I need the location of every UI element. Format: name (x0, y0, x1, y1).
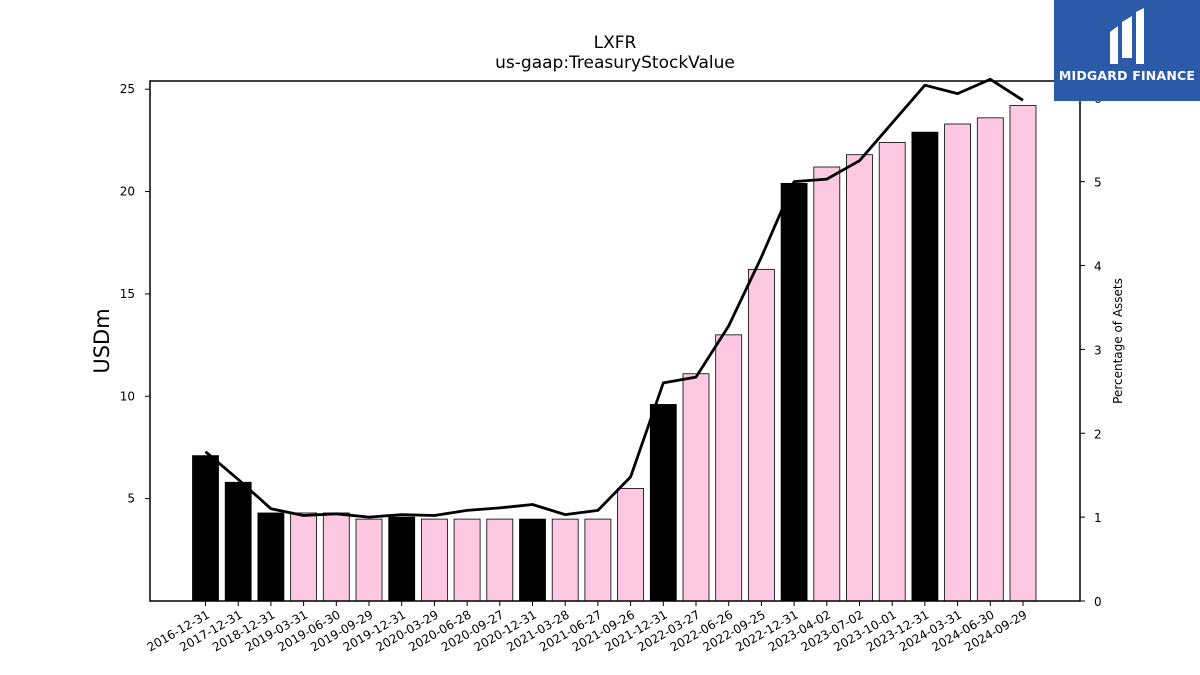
y-tick-label: 15 (120, 287, 135, 301)
chart-title: LXFR (594, 33, 637, 53)
y-axis-left: 5 10 15 20 25 (120, 82, 150, 506)
y-tick-label: 20 (120, 185, 135, 199)
bar-2023-07-02 (846, 154, 873, 602)
y2-tick-label: 3 (1094, 343, 1102, 357)
y2-axis-label: Percentage of Assets (1111, 278, 1125, 404)
bar-2021-12-31 (649, 404, 677, 602)
bar-2020-03-29 (420, 518, 448, 602)
y2-tick-label: 4 (1094, 260, 1102, 274)
bar-2021-03-28 (551, 518, 579, 602)
bar-2024-06-30 (976, 117, 1004, 602)
line-group (204, 77, 1024, 519)
plot-frame (149, 80, 1081, 602)
bar-2022-06-26 (715, 334, 743, 602)
bar-2019-09-29 (355, 518, 383, 602)
bar-2019-03-31 (290, 512, 318, 602)
bars-group (192, 105, 1037, 602)
bar-2020-06-28 (453, 518, 481, 602)
bar-2019-12-31 (388, 516, 416, 602)
bar-2024-03-31 (944, 123, 971, 602)
bar-2022-09-25 (748, 268, 775, 602)
y2-tick-label: 2 (1094, 427, 1102, 441)
y-tick-label: 5 (127, 492, 135, 506)
y2-tick-label: 0 (1094, 595, 1102, 609)
y-axis-right: 0123456 (1080, 92, 1102, 609)
bar-2020-09-27 (486, 518, 514, 602)
midgard-logo-icon (1110, 8, 1144, 64)
bar-2024-09-29 (1009, 105, 1037, 602)
bar-2021-06-27 (584, 518, 612, 602)
bar-2016-12-31 (192, 455, 219, 602)
percentage-line (204, 77, 1024, 519)
y2-tick-label: 1 (1094, 511, 1102, 525)
bar-2021-09-26 (617, 488, 644, 602)
bar-2022-12-31 (780, 182, 808, 602)
x-axis: 2016-12-312017-12-312018-12-312019-03-31… (145, 601, 1030, 654)
brand-logo: MIDGARD FINANCE (1054, 0, 1200, 101)
y-tick-label: 10 (120, 389, 135, 403)
bar-2020-12-31 (519, 518, 546, 602)
bar-2022-03-27 (682, 373, 710, 602)
bar-2018-12-31 (257, 512, 285, 602)
y-axis-label: USDm (90, 308, 114, 373)
brand-name: MIDGARD FINANCE (1058, 68, 1196, 83)
bar-2017-12-31 (224, 481, 252, 602)
bar-2023-12-31 (911, 131, 939, 602)
bar-2019-06-30 (322, 512, 350, 602)
bar-2023-04-02 (813, 166, 841, 602)
bar-2023-10-01 (878, 142, 906, 602)
chart-subtitle: us-gaap:TreasuryStockValue (495, 53, 735, 73)
y2-tick-label: 5 (1094, 176, 1102, 190)
y-tick-label: 25 (120, 82, 135, 96)
